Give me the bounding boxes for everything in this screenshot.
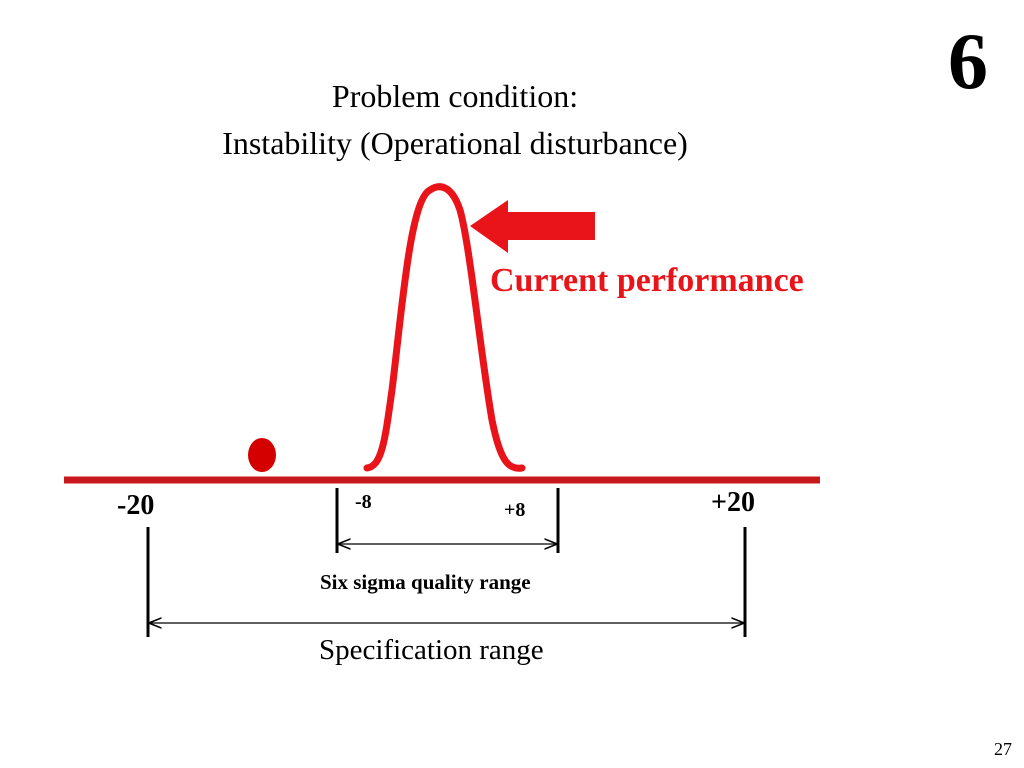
current-performance-arrow-icon — [470, 200, 595, 253]
outlier-dot — [248, 438, 276, 472]
slide-title-line2: Instability (Operational disturbance) — [222, 125, 688, 161]
specification-range-label: Specification range — [319, 634, 544, 666]
sigma-upper-tick-label: +8 — [504, 499, 526, 521]
sigma-lower-tick-label: -8 — [355, 491, 372, 513]
page-number: 27 — [994, 739, 1012, 759]
corner-number: 6 — [948, 18, 988, 106]
six-sigma-range-label: Six sigma quality range — [320, 570, 531, 594]
performance-curve — [363, 183, 526, 472]
spec-upper-tick-label: +20 — [711, 487, 755, 518]
slide-title-line1: Problem condition: — [331, 78, 579, 114]
current-performance-label: Current performance — [490, 262, 804, 299]
spec-lower-tick-label: -20 — [117, 490, 155, 521]
